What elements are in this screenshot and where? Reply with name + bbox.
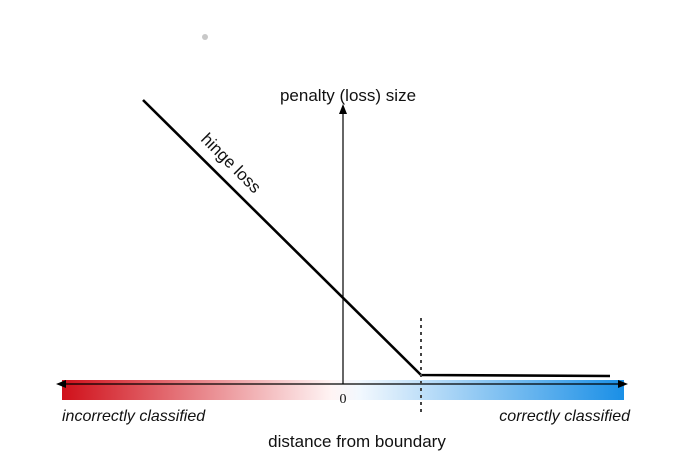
origin-label: 0 — [340, 392, 347, 407]
x-axis-label: distance from boundary — [268, 432, 446, 451]
decorative-dot — [202, 34, 208, 40]
y-axis-arrowhead — [339, 104, 347, 114]
right-region-label: correctly classified — [499, 408, 631, 425]
y-axis-label: penalty (loss) size — [280, 86, 416, 105]
x-axis-right-arrowhead — [618, 380, 628, 388]
left-region-label: incorrectly classified — [62, 408, 206, 425]
x-axis-left-arrowhead — [56, 380, 66, 388]
classification-gradient-bar — [62, 380, 624, 400]
